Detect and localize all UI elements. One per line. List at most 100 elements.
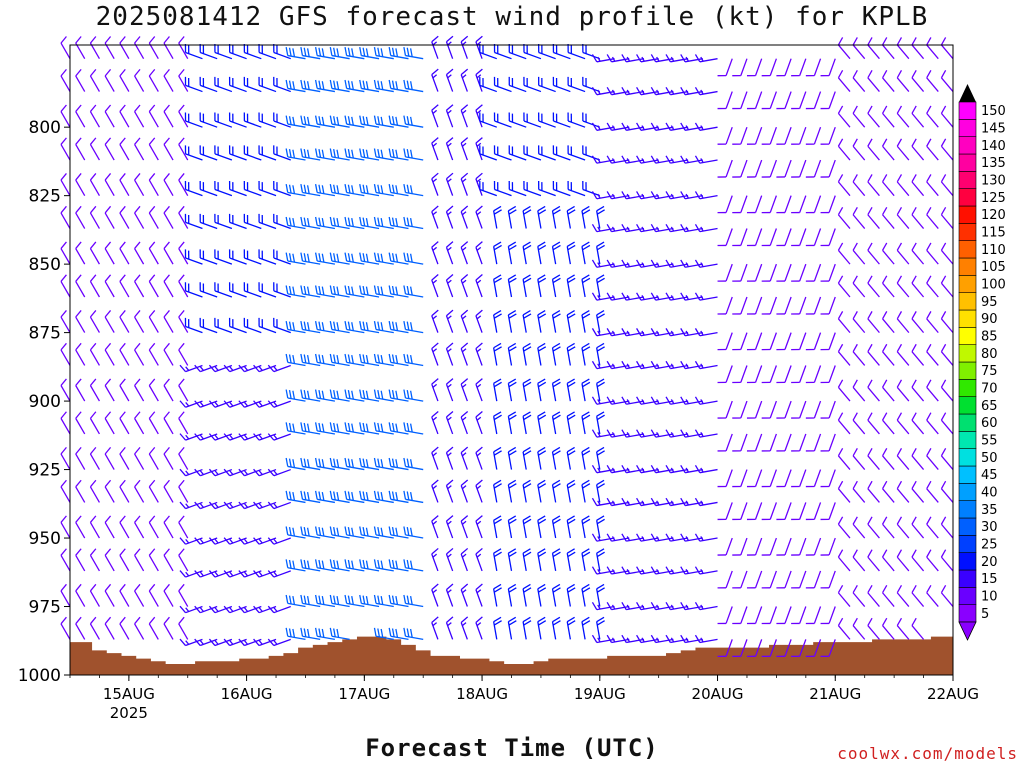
wind-barb	[665, 328, 689, 337]
barb-staff	[119, 554, 130, 572]
barb-half-feather	[626, 56, 631, 62]
wind-barb	[388, 422, 409, 435]
colorbar-swatch	[958, 465, 977, 484]
barb-full-feather	[303, 526, 307, 536]
barb-full-feather	[148, 479, 156, 488]
barb-full-feather	[380, 355, 384, 364]
wind-barb	[178, 241, 189, 265]
barb-half-feather	[670, 604, 675, 610]
barb-full-feather	[475, 137, 483, 144]
barb-full-feather	[552, 309, 561, 316]
barb-staff	[104, 349, 115, 366]
barb-full-feather	[926, 311, 932, 320]
barb-full-feather	[60, 137, 67, 145]
wind-barb	[805, 400, 822, 419]
barb-full-feather	[285, 148, 289, 158]
barb-full-feather	[148, 310, 156, 318]
barb-full-feather	[926, 516, 932, 525]
barb-full-feather	[178, 241, 185, 249]
barb-full-feather	[537, 241, 546, 247]
barb-staff	[828, 296, 836, 315]
barb-full-feather	[460, 274, 469, 281]
barb-full-feather	[508, 620, 517, 626]
wind-barb	[582, 112, 601, 128]
barb-full-feather	[537, 548, 546, 554]
barb-full-feather	[223, 501, 231, 510]
barb-full-feather	[300, 79, 304, 89]
barb-full-feather	[60, 342, 67, 351]
wind-barb	[911, 275, 925, 298]
barb-full-feather	[292, 596, 296, 605]
wind-barb	[300, 353, 321, 367]
wind-barb	[329, 627, 350, 641]
barb-full-feather	[636, 191, 642, 200]
barb-staff	[431, 110, 439, 128]
barb-full-feather	[694, 533, 701, 542]
barb-full-feather	[119, 173, 126, 181]
barb-staff	[60, 75, 71, 92]
barb-full-feather	[303, 184, 307, 194]
barb-staff	[852, 556, 866, 572]
barb-full-feather	[636, 87, 642, 96]
wind-barb	[820, 296, 836, 315]
barb-full-feather	[321, 218, 325, 227]
barb-half-feather	[476, 142, 482, 147]
barb-full-feather	[403, 216, 407, 226]
barb-half-feather	[461, 416, 467, 421]
barb-staff	[799, 228, 807, 246]
barb-staff	[148, 349, 159, 366]
barb-full-feather	[362, 321, 366, 331]
barb-full-feather	[89, 446, 97, 455]
barb-full-feather	[314, 422, 318, 431]
barb-full-feather	[911, 275, 917, 284]
barb-half-feather	[611, 432, 616, 437]
barb-staff	[754, 433, 763, 452]
barb-half-feather	[597, 568, 601, 574]
barb-full-feather	[303, 390, 307, 399]
barb-full-feather	[680, 155, 686, 164]
wind-barb	[60, 104, 71, 128]
barb-staff	[754, 91, 763, 109]
barb-full-feather	[179, 400, 187, 408]
barb-full-feather	[89, 515, 97, 523]
barb-full-feather	[694, 601, 701, 610]
wind-barb	[867, 516, 880, 539]
barb-full-feather	[475, 104, 483, 111]
wind-barb	[359, 79, 380, 93]
wind-barb	[680, 122, 703, 131]
barb-full-feather	[446, 446, 454, 454]
barb-staff	[882, 77, 895, 92]
wind-barb	[820, 365, 836, 384]
barb-full-feather	[395, 491, 399, 501]
barb-half-feather	[611, 125, 616, 131]
barb-full-feather	[134, 104, 141, 112]
barb-staff	[799, 195, 807, 213]
wind-barb	[228, 112, 247, 128]
barb-full-feather	[566, 548, 575, 554]
barb-staff	[740, 469, 748, 487]
barb-full-feather	[377, 422, 381, 432]
barb-full-feather	[377, 217, 381, 227]
wind-barb	[178, 137, 189, 161]
y-tick-label: 950	[29, 529, 61, 549]
barb-full-feather	[911, 70, 917, 79]
barb-full-feather	[431, 410, 439, 418]
barb-half-feather	[656, 89, 660, 95]
colorbar-label: 70	[981, 381, 998, 396]
barb-full-feather	[329, 457, 333, 467]
barb-half-feather	[700, 193, 704, 199]
barb-full-feather	[380, 116, 384, 126]
barb-staff	[896, 214, 910, 229]
barb-full-feather	[567, 587, 576, 593]
wind-barb	[300, 184, 321, 197]
barb-staff	[163, 349, 174, 366]
barb-full-feather	[391, 354, 395, 364]
wind-barb	[199, 76, 218, 93]
barb-staff	[178, 316, 189, 333]
barb-staff	[926, 145, 939, 161]
wind-barb	[507, 309, 517, 333]
wind-barb	[134, 241, 145, 265]
barb-full-feather	[314, 526, 318, 536]
barb-full-feather	[253, 570, 260, 578]
barb-full-feather	[881, 379, 888, 388]
